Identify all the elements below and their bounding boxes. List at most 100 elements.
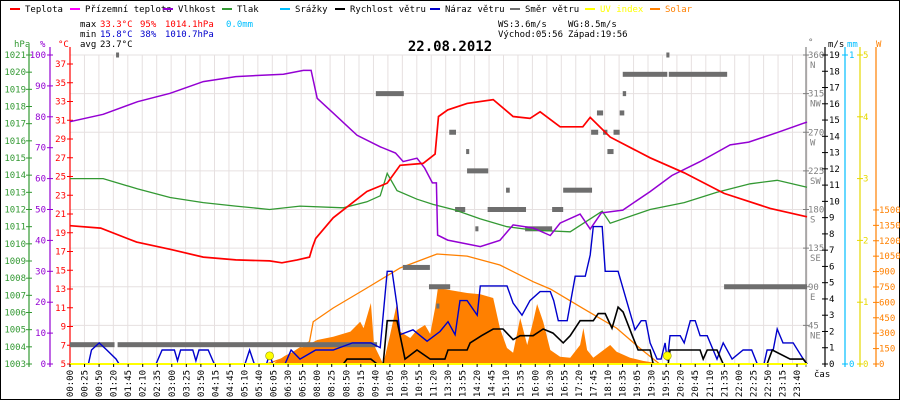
stat-max-humidity: 95% bbox=[140, 20, 157, 30]
legend-item-náraz-větru: Náraz větru bbox=[430, 5, 505, 15]
series-wind-direction-mark bbox=[622, 71, 668, 77]
legend-item-teplota: Teplota bbox=[10, 5, 63, 15]
series-wind-direction-mark bbox=[613, 129, 620, 135]
axis-uv-tick-label: 1 bbox=[863, 298, 868, 308]
axis-temp-tick-label: 11 bbox=[55, 304, 66, 314]
stat-min-temp: 15.8°C bbox=[100, 30, 133, 40]
axis-temp-tick-label: 7 bbox=[61, 341, 66, 351]
axis-humidity-tick-label: 90 bbox=[35, 82, 46, 92]
x-tick-label: 16:00 bbox=[531, 370, 541, 397]
series-wind-direction-mark bbox=[455, 207, 466, 212]
axis-wind-tick-label: 14 bbox=[829, 132, 840, 142]
axis-temp-tick-label: 9 bbox=[61, 323, 66, 333]
x-tick-label: 23:40 bbox=[793, 370, 803, 397]
axis-label-humidity: % bbox=[40, 40, 46, 50]
x-tick-label: 10:05 bbox=[386, 370, 396, 397]
x-tick-label: 10:55 bbox=[415, 370, 425, 397]
axis-direction-tick-label: 270 bbox=[808, 128, 824, 138]
x-tick-label: 03:25 bbox=[182, 370, 192, 397]
series-wind-speed-line bbox=[70, 305, 808, 365]
series-wind-direction-mark bbox=[666, 52, 670, 58]
axis-label-direction: ° bbox=[808, 38, 813, 48]
legend-item-rychlost-větru: Rychlost větru bbox=[335, 5, 426, 15]
legend-label: Rychlost větru bbox=[350, 5, 426, 15]
axis-humidity-tick-label: 60 bbox=[35, 175, 46, 185]
axis-temp-tick-label: 29 bbox=[55, 135, 66, 145]
legend-item-uv-index: UV index bbox=[585, 5, 644, 15]
series-wind-direction-mark bbox=[525, 226, 553, 232]
axis-temp-tick-label: 17 bbox=[55, 248, 66, 258]
x-tick-label: 05:10 bbox=[240, 370, 250, 397]
series-wind-direction-mark bbox=[563, 187, 593, 193]
x-tick-label: 09:15 bbox=[357, 370, 367, 397]
x-tick-label: 20:20 bbox=[677, 370, 687, 397]
x-tick-label: 02:35 bbox=[153, 370, 163, 397]
axis-direction-tick-label: 225 bbox=[808, 167, 824, 177]
axis-humidity-tick-label: 0 bbox=[41, 360, 46, 370]
axis-direction-tick-label: 315 bbox=[808, 90, 824, 100]
axis-temp-tick-label: 13 bbox=[55, 285, 66, 295]
axis-humidity-tick-label: 80 bbox=[35, 113, 46, 123]
x-tick-label: 21:10 bbox=[706, 370, 716, 397]
axis-temp-tick-label: 27 bbox=[55, 154, 66, 164]
stat-sunrise: Východ:05:56 bbox=[498, 30, 563, 40]
axis-solar-tick-label: 750 bbox=[879, 283, 895, 293]
axis-direction-tick-label: 90 bbox=[808, 283, 819, 293]
axis-temp-tick-label: 35 bbox=[55, 79, 66, 89]
axis-solar-tick-label: 1050 bbox=[879, 252, 900, 262]
axis-solar-tick-label: 300 bbox=[879, 329, 895, 339]
series-solar-theoretical-line bbox=[266, 253, 661, 365]
axis-hpa-tick-label: 1020 bbox=[4, 68, 26, 78]
x-tick-label: 06:05 bbox=[270, 370, 280, 397]
stat-max-label: max bbox=[80, 20, 97, 30]
series-wind-direction-mark bbox=[428, 284, 451, 290]
axis-wind-tick-label: 11 bbox=[829, 181, 840, 191]
series-uv-marker bbox=[662, 351, 672, 361]
stat-max-temp: 33.3°C bbox=[100, 20, 133, 30]
axis-uv-tick-label: 2 bbox=[863, 236, 868, 246]
axis-humidity-tick-label: 30 bbox=[35, 267, 46, 277]
axis-rain-tick-label: 0 bbox=[849, 360, 854, 370]
axis-temp-tick-label: 25 bbox=[55, 173, 66, 183]
series-wind-direction-mark bbox=[70, 342, 115, 348]
x-tick-label: 00:00 bbox=[66, 370, 76, 397]
axis-wind-tick-label: 13 bbox=[829, 149, 840, 159]
chart-title: 22.08.2012 bbox=[408, 39, 492, 55]
series-wind-direction-mark bbox=[116, 52, 120, 58]
axis-direction-compass-label: NW bbox=[810, 100, 821, 110]
axis-wind-tick-label: 4 bbox=[829, 295, 834, 305]
series-wind-direction-mark bbox=[607, 149, 614, 155]
axis-direction-compass-label: S bbox=[810, 216, 815, 226]
axis-solar-tick-label: 1350 bbox=[879, 221, 900, 231]
axis-wind-tick-label: 6 bbox=[829, 262, 834, 272]
legend-label: Teplota bbox=[25, 5, 63, 15]
x-tick-label: 19:05 bbox=[633, 370, 643, 397]
axis-solar-tick-label: 1200 bbox=[879, 237, 900, 247]
axis-direction-compass-label: NE bbox=[810, 331, 821, 341]
axis-wind-tick-label: 19 bbox=[829, 51, 840, 61]
axis-solar-tick-label: 150 bbox=[879, 345, 895, 355]
axis-wind-tick-label: 15 bbox=[829, 116, 840, 126]
axis-solar-tick-label: 600 bbox=[879, 298, 895, 308]
axis-temp-tick-label: 5 bbox=[61, 360, 66, 370]
x-tick-label: 22:50 bbox=[764, 370, 774, 397]
axis-temp-tick-label: 15 bbox=[55, 266, 66, 276]
axis-direction-compass-label: W bbox=[810, 138, 816, 148]
axis-humidity-tick-label: 70 bbox=[35, 144, 46, 154]
axis-wind-tick-label: 18 bbox=[829, 67, 840, 77]
x-tick-label: 22:00 bbox=[735, 370, 745, 397]
series-wind-direction-mark bbox=[487, 207, 527, 212]
axis-hpa-tick-label: 1021 bbox=[4, 51, 26, 61]
series-wind-direction-mark bbox=[668, 71, 728, 77]
x-tick-label: 04:45 bbox=[226, 370, 236, 397]
x-tick-label: 16:55 bbox=[560, 370, 570, 397]
x-tick-label: 17:20 bbox=[575, 370, 585, 397]
axis-hpa-tick-label: 1010 bbox=[4, 240, 26, 250]
axis-uv-tick-label: 4 bbox=[863, 113, 868, 123]
x-tick-label: 05:40 bbox=[255, 370, 265, 397]
series-wind-direction-mark bbox=[506, 187, 510, 193]
stat-min-pressure: 1010.7hPa bbox=[165, 30, 214, 40]
axis-direction-compass-label: SE bbox=[810, 254, 821, 264]
legend-label: Vlhkost bbox=[178, 5, 216, 15]
